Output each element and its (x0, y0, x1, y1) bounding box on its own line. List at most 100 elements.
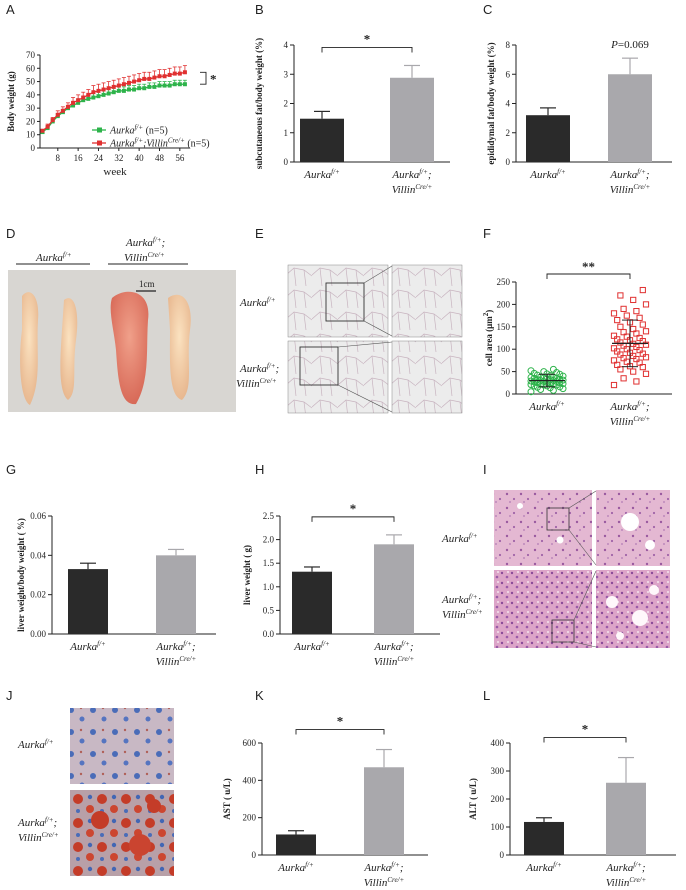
panel-a-y-tick-label: 30 (26, 103, 36, 113)
panel-h-x-label-ko-sup1: f/+ (401, 640, 410, 648)
panel-c-x-label-ko-base1: Aurka (609, 169, 637, 181)
panel-i-ko-label-1: Aurkaf/+; (441, 593, 481, 606)
panel-l-x-label-ko-sup2: Cre/+ (629, 876, 646, 884)
panel-l-bar-1 (524, 821, 564, 855)
panel-a-point-red (121, 82, 126, 87)
panel-l-x-label-ko-sup1: f/+ (633, 861, 642, 869)
panel-a-point-red (71, 100, 76, 105)
panel-c-x-label-ctrl-sup: f/+ (557, 168, 566, 176)
panel-a-point-red (126, 80, 131, 85)
panel-f-point-ko (630, 296, 637, 304)
panel-h-y-tick-label: 1.5 (263, 558, 275, 568)
panel-label-i: I (483, 462, 487, 477)
panel-e-ko-label-2: VillinCre/+ (236, 377, 277, 390)
panel-a-point-red (132, 79, 137, 84)
panel-label-c: C (483, 2, 492, 17)
panel-e-labels: Aurkaf/+ Aurkaf/+; VillinCre/+ (236, 296, 279, 390)
panel-c-x-label-ko-sup2: Cre/+ (633, 183, 650, 191)
panel-g-y-axis-label: liver weight/body weight ( %) (16, 518, 26, 632)
panel-a-legend-sup: f/+ (134, 137, 143, 145)
panel-f-point-ko (620, 375, 627, 382)
panel-f-point-ko (630, 352, 637, 360)
panel-f-point-ko (642, 370, 650, 377)
panel-l-x-label-ko-sep: ; (642, 862, 646, 874)
panel-f-y-tick-label: 50 (501, 367, 511, 377)
panel-d-ctrl-label: Aurkaf/+ (35, 251, 72, 264)
panel-f-point-ko (620, 355, 627, 362)
panel-a-y-tick-label: 60 (26, 63, 36, 73)
panel-a-point-red (137, 78, 142, 83)
panel-l-x-label-ctrl: Aurkaf/+ (525, 861, 562, 874)
panel-f-point-ko (610, 332, 618, 339)
panel-l-x-label-ko-base1: Aurka (605, 862, 633, 874)
panel-f-point-ko (610, 310, 618, 317)
panel-f-point-ko (630, 325, 637, 333)
panel-c-y-tick-label: 4 (506, 99, 511, 109)
panel-h-y-tick-label: 2.5 (263, 511, 275, 521)
panel-a-point-green (157, 83, 162, 88)
panel-a-point-red (162, 74, 167, 79)
panel-c-x-label-ko-sep: ; (646, 169, 650, 181)
panel-a-point-green (142, 86, 147, 91)
panel-a-point-red (76, 98, 81, 103)
panel-f-x-label-ctrl-base: Aurka (528, 401, 556, 413)
panel-a-point-red (50, 118, 55, 123)
panel-c-x-label-ko-base2: Villin (610, 184, 634, 196)
panel-f-point-ko (636, 346, 643, 354)
panel-a-point-red (40, 128, 45, 133)
panel-a-point-red (172, 71, 177, 76)
panel-l-y-tick-label: 300 (491, 766, 505, 776)
panel-h-bar-1 (292, 571, 332, 634)
panel-l-bar-2 (606, 782, 646, 855)
panel-f-point-ko (617, 339, 624, 346)
panel-l-x-label-ko-line1: Aurkaf/+; (605, 861, 645, 874)
panel-f-y-tick-label: 0 (506, 389, 511, 399)
panel-a-legend-label-red: Aurkaf/+;VillinCre/+ (n=5) (109, 137, 210, 150)
panel-f-point-ko (620, 305, 627, 312)
panel-a-point-green (167, 83, 172, 88)
panel-a-y-tick-label: 40 (26, 90, 36, 100)
panel-b-x-label-ko-base1: Aurka (391, 169, 419, 181)
panel-a-point-green (121, 88, 126, 93)
panel-f-point-ko (610, 357, 618, 364)
panel-g-x-label-ko-sup2: Cre/+ (179, 655, 196, 663)
panel-a-x-tick-label: 16 (74, 153, 84, 163)
panel-a-point-green (132, 87, 137, 92)
panel-f-point-ko (636, 334, 643, 342)
panel-c-bar-1 (526, 115, 570, 162)
panel-a-legend-tail: (n=5) (143, 126, 168, 137)
panel-h-x-label-ko-sup2: Cre/+ (397, 655, 414, 663)
panel-k-x-label-ko-sup1: f/+ (391, 861, 400, 869)
panel-a-point-red (91, 90, 96, 95)
panel-g-y-tick-label: 0.04 (30, 550, 46, 560)
panel-g-bar-2 (156, 555, 196, 634)
panel-e-micrographs (287, 264, 463, 414)
panel-k-x-label-ko-base2: Villin (364, 877, 388, 889)
panel-h-x-label-ctrl-sup: f/+ (321, 640, 330, 648)
panel-label-h: H (255, 462, 264, 477)
panel-k-y-tick-label: 200 (243, 813, 257, 823)
panel-a-y-tick-label: 50 (26, 77, 36, 87)
panel-h-y-tick-label: 2.0 (263, 535, 275, 545)
panel-f-point-ko (633, 378, 640, 385)
panel-f-point-ko (636, 314, 643, 321)
panel-k-x-label-ko-sep: ; (400, 862, 404, 874)
panel-f-x-label-ctrl-sup: f/+ (556, 400, 565, 408)
panel-a-point-red (101, 87, 106, 92)
panel-a-point-green (182, 82, 187, 87)
panel-c-bar-chart: 0 2 4 6 8 epididymal fat/body weight (%) Aurka… (486, 39, 672, 196)
panel-d-scale-label: 1cm (139, 279, 155, 289)
panel-f-point-ko (636, 359, 643, 366)
panel-g-x-label-ko-sup1: f/+ (183, 640, 192, 648)
panel-a-x-tick-label: 8 (56, 153, 61, 163)
panel-f-point-ko (610, 381, 618, 389)
panel-h-bar-2 (374, 544, 414, 634)
panel-i-ctrl-label: Aurkaf/+ (441, 532, 478, 545)
panel-a-point-green (96, 94, 101, 99)
panel-b-bar-2 (390, 77, 434, 162)
panel-b-x-label-ko-sup1: f/+ (419, 168, 428, 176)
panel-b-y-tick-label: 3 (284, 69, 289, 79)
panel-f-point-ko (623, 333, 630, 340)
panel-a-point-green (147, 84, 152, 89)
